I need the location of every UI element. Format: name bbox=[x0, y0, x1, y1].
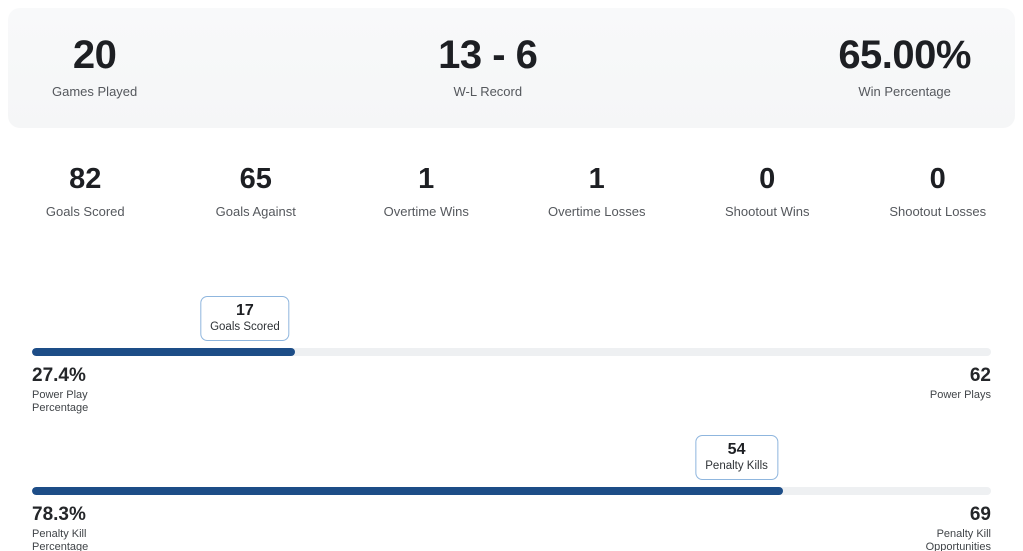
label-line: Opportunities bbox=[925, 540, 991, 551]
goals-scored-stat: 82 Goals Scored bbox=[0, 163, 171, 220]
power-plays-total-block: 62 Power Plays bbox=[930, 365, 991, 402]
overtime-wins-value: 1 bbox=[418, 163, 435, 195]
shootout-wins-stat: 0 Shootout Wins bbox=[682, 163, 853, 220]
label-line: Percentage bbox=[32, 401, 89, 414]
penalty-kill-stat-block: 54 Penalty Kills 78.3% Penalty Kill Perc… bbox=[32, 434, 991, 551]
label-line: Power Plays bbox=[929, 388, 991, 401]
goals-against-value: 65 bbox=[239, 163, 272, 195]
power-play-stat-block: 17 Goals Scored 27.4% Power Play Percent… bbox=[32, 295, 991, 415]
penalty-kill-badge-value: 54 bbox=[727, 440, 746, 458]
label-line: Penalty Kill bbox=[32, 527, 87, 540]
wl-record-label: W-L Record bbox=[453, 84, 523, 99]
power-play-progress-track bbox=[32, 348, 991, 356]
label-line: Percentage bbox=[32, 540, 89, 551]
penalty-kill-percentage-block: 78.3% Penalty Kill Percentage bbox=[32, 503, 88, 551]
shootout-losses-label: Shootout Losses bbox=[889, 204, 987, 219]
power-play-percentage-label: Power Play Percentage bbox=[32, 389, 88, 415]
overtime-losses-value: 1 bbox=[588, 163, 605, 195]
overtime-losses-label: Overtime Losses bbox=[547, 204, 646, 219]
label-line: Penalty Kill bbox=[936, 527, 991, 540]
penalty-kills-badge: 54 Penalty Kills bbox=[695, 434, 778, 480]
power-play-percentage-block: 27.4% Power Play Percentage bbox=[32, 365, 88, 415]
shootout-losses-stat: 0 Shootout Losses bbox=[853, 163, 1023, 220]
goals-against-stat: 65 Goals Against bbox=[171, 163, 342, 220]
power-plays-value: 62 bbox=[969, 365, 991, 386]
games-played-label: Games Played bbox=[52, 84, 138, 99]
overtime-wins-stat: 1 Overtime Wins bbox=[341, 163, 512, 220]
goals-against-label: Goals Against bbox=[215, 204, 296, 219]
wl-record-stat: 13 - 6 W-L Record bbox=[438, 33, 538, 128]
team-stats-page: 20 Games Played 13 - 6 W-L Record 65.00%… bbox=[0, 8, 1023, 551]
shootout-losses-value: 0 bbox=[929, 163, 946, 195]
power-play-progress-fill bbox=[32, 348, 295, 356]
penalty-kill-opportunities-value: 69 bbox=[969, 503, 991, 525]
power-play-badge-value: 17 bbox=[236, 301, 254, 319]
overtime-losses-stat: 1 Overtime Losses bbox=[512, 163, 683, 220]
overtime-wins-label: Overtime Wins bbox=[383, 204, 469, 219]
label-line: Power Play bbox=[32, 388, 88, 401]
penalty-kill-badge-label: Penalty Kills bbox=[705, 460, 768, 473]
summary-panel: 20 Games Played 13 - 6 W-L Record 65.00%… bbox=[8, 8, 1015, 128]
win-percentage-value: 65.00% bbox=[838, 33, 971, 77]
penalty-kill-opportunities-block: 69 Penalty Kill Opportunities bbox=[926, 503, 991, 551]
penalty-kill-percentage-value: 78.3% bbox=[32, 503, 86, 525]
power-play-percentage-value: 27.4% bbox=[32, 365, 86, 386]
power-play-badge-label: Goals Scored bbox=[210, 321, 280, 334]
penalty-kill-progress-fill bbox=[32, 486, 783, 495]
games-played-stat: 20 Games Played bbox=[52, 35, 137, 128]
shootout-wins-value: 0 bbox=[759, 163, 776, 195]
goals-scored-label: Goals Scored bbox=[45, 204, 125, 219]
penalty-kill-percentage-label: Penalty Kill Percentage bbox=[32, 528, 88, 551]
power-plays-label: Power Plays bbox=[930, 389, 991, 402]
goals-scored-value: 82 bbox=[69, 163, 102, 195]
wl-record-value: 13 - 6 bbox=[438, 33, 538, 77]
secondary-stats-row: 82 Goals Scored 65 Goals Against 1 Overt… bbox=[0, 163, 1023, 220]
win-percentage-label: Win Percentage bbox=[858, 84, 951, 99]
penalty-kill-progress-track bbox=[32, 486, 991, 495]
power-play-goals-badge: 17 Goals Scored bbox=[200, 295, 290, 341]
win-percentage-stat: 65.00% Win Percentage bbox=[838, 35, 971, 128]
shootout-wins-label: Shootout Wins bbox=[724, 204, 810, 219]
games-played-value: 20 bbox=[72, 33, 117, 77]
penalty-kill-opportunities-label: Penalty Kill Opportunities bbox=[926, 528, 991, 551]
